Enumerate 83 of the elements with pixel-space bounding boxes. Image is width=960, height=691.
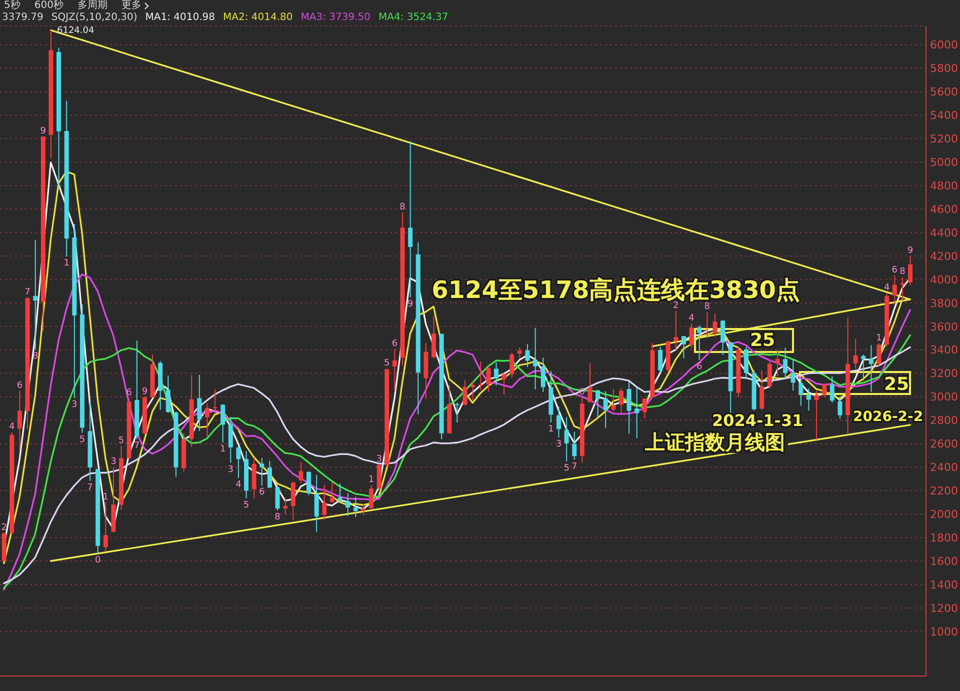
y-tick-label: 4800 — [930, 179, 958, 192]
text: 4 — [236, 480, 242, 490]
text: 2 — [673, 300, 679, 311]
annotation: 25 — [884, 374, 910, 395]
y-tick-label: 3000 — [930, 390, 958, 404]
annotation: 6124.04 — [57, 26, 94, 36]
text: MA2: 4014.80 — [223, 12, 293, 24]
text: 3379.79 — [2, 12, 44, 24]
y-tick-label: 5000 — [930, 156, 958, 170]
text: 5 — [243, 500, 250, 510]
y-tick-label: 2600 — [930, 438, 958, 451]
y-tick-label: 6000 — [930, 38, 958, 52]
text: 3 — [376, 454, 382, 464]
y-tick-label: 5200 — [930, 132, 958, 146]
y-tick-label: 2000 — [930, 508, 958, 521]
text: 6 — [16, 380, 23, 391]
text: 0 — [94, 556, 101, 566]
text: 7 — [24, 287, 30, 298]
text: 6 — [892, 265, 898, 276]
y-tick-label: 4600 — [930, 202, 958, 216]
text: 更多 — [121, 0, 142, 11]
text: MA1: 4010.98 — [145, 12, 215, 24]
y-tick-label: 4000 — [930, 273, 958, 286]
text: 6 — [392, 339, 398, 350]
y-tick-label: 5400 — [930, 109, 958, 122]
y-tick-label: 1200 — [930, 602, 958, 615]
text: 1 — [548, 424, 554, 434]
text: 上证指数月线图 — [644, 430, 785, 454]
annotation: 2026-2-2 — [853, 409, 924, 425]
text: 5 — [79, 434, 86, 445]
text: 4 — [884, 283, 890, 294]
y-tick-label: 2800 — [930, 414, 958, 428]
text: 1 — [368, 474, 374, 485]
y-tick-label: 3400 — [930, 344, 958, 357]
text: 9 — [907, 246, 914, 256]
text: 9 — [142, 386, 148, 397]
y-tick-label: 1800 — [930, 531, 958, 544]
text: 1 — [64, 258, 70, 269]
text: 5 — [118, 436, 124, 446]
text: 7 — [134, 441, 140, 452]
y-tick-label: 2200 — [930, 484, 958, 498]
text: 6 — [259, 488, 265, 498]
y-tick-label: 5600 — [930, 86, 958, 99]
y-tick-label: 1600 — [930, 554, 958, 568]
text: 6 — [696, 362, 702, 372]
annotation: 2024-1-31 — [712, 411, 804, 430]
text: SQJZ(5,10,20,30) — [51, 12, 138, 24]
y-tick-label: 3200 — [930, 367, 958, 380]
text: 1 — [220, 444, 226, 455]
text: 8 — [274, 512, 280, 522]
text: 5 — [564, 463, 570, 474]
text: 5 — [384, 358, 390, 369]
y-tick-label: 5800 — [930, 62, 958, 76]
text: 8 — [900, 267, 906, 278]
text: MA4: 3524.37 — [378, 12, 448, 24]
text: 8 — [704, 302, 710, 312]
text: 1 — [102, 492, 109, 502]
text: 9 — [407, 299, 414, 310]
text: 5秒 — [4, 0, 20, 11]
text: 2 — [1, 522, 7, 533]
text: 3 — [556, 439, 562, 450]
y-tick-label: 3600 — [930, 320, 958, 334]
y-tick-label: 1400 — [930, 578, 958, 592]
text: MA3: 3739.50 — [300, 12, 370, 24]
text: 9 — [40, 126, 46, 136]
text: 7 — [572, 462, 578, 472]
text: 多周期 — [77, 0, 108, 11]
annotation: 25 — [750, 330, 776, 351]
text: 1 — [876, 333, 882, 344]
text: 8 — [32, 351, 38, 362]
y-tick-label: 4200 — [930, 250, 958, 263]
y-tick-label: 3800 — [930, 296, 958, 310]
text: 8 — [400, 202, 406, 212]
text: 3 — [228, 464, 234, 475]
text: 3 — [72, 400, 78, 410]
y-tick-label: 2400 — [930, 461, 958, 474]
text: 7 — [87, 482, 93, 493]
text: 4 — [9, 422, 15, 432]
text: 4 — [688, 313, 694, 324]
text: 600秒 — [34, 0, 64, 11]
text: 3 — [110, 456, 116, 467]
y-tick-label: 1000 — [930, 625, 958, 638]
y-tick-label: 4400 — [930, 226, 958, 240]
